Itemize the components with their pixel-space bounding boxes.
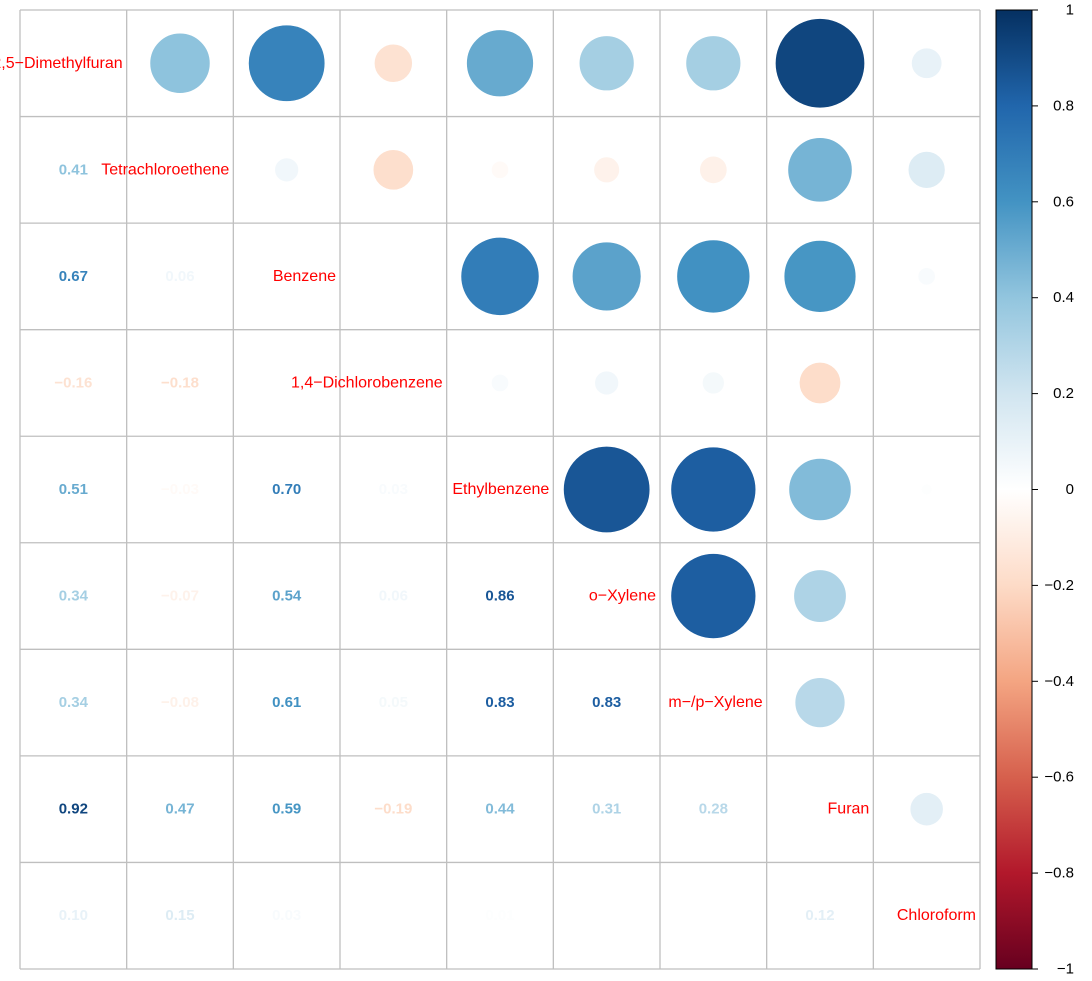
colorbar-tick-label: −1 [1057, 961, 1074, 978]
corr-value-m-p-xylene-benzene: 0.61 [272, 694, 301, 711]
variable-label-furan: Furan [828, 801, 870, 818]
corr-circle-tetrachloroethene-1-4-dichlorobenzene [373, 149, 414, 190]
corr-value-o-xylene-1-4-dichlorobenzene: 0.06 [379, 588, 408, 605]
corr-circle-2-5-dimethylfuran-1-4-dichlorobenzene [374, 44, 413, 83]
corr-value-o-xylene-tetrachloroethene: −0.07 [161, 588, 199, 605]
corr-value-furan-ethylbenzene: 0.44 [485, 801, 515, 818]
corr-circle-ethylbenzene-furan [789, 458, 851, 521]
corr-circle-2-5-dimethylfuran-m-p-xylene [686, 36, 741, 91]
variable-labels: 2,5−Dimethylfuran Tetrachloroethene Benzen… [0, 55, 976, 924]
corr-value-ethylbenzene-1-4-dichlorobenzene: 0.03 [379, 481, 408, 498]
colorbar-tick-label: 1 [1066, 2, 1074, 19]
corr-value-furan-o-xylene: 0.31 [592, 801, 621, 818]
corr-value-chloroform-furan: 0.12 [805, 907, 834, 924]
corr-circle-benzene-chloroform [918, 268, 936, 285]
corr-circle-1-4-dichlorobenzene-o-xylene [595, 371, 619, 395]
colorbar-tick-label: −0.6 [1044, 769, 1074, 786]
variable-label-1-4-dichlorobenzene: 1,4−Dichlorobenzene [291, 374, 443, 391]
variable-label-tetrachloroethene: Tetrachloroethene [101, 161, 229, 178]
corr-value-furan-1-4-dichlorobenzene: −0.19 [374, 801, 412, 818]
corr-circle-2-5-dimethylfuran-furan [775, 18, 865, 108]
corr-value-o-xylene-benzene: 0.54 [272, 588, 302, 605]
corr-circle-1-4-dichlorobenzene-furan [799, 362, 841, 404]
corr-value-chloroform-ethylbenzene: 0.01 [485, 907, 514, 924]
corr-value-chloroform-2-5-dimethylfuran: 0.10 [59, 907, 88, 924]
corr-circle-benzene-ethylbenzene [461, 237, 539, 316]
corr-value-chloroform-benzene: 0.03 [272, 907, 301, 924]
colorbar: 1 0.8 0.6 0.4 0.2 0 −0.2 −0.4 −0.6 −0.8 −1 [995, 2, 1074, 978]
cells: 0.41 0.67 0.06 −0.16 −0.18 0.00 0.51 −0.03 0.70 0… [54, 18, 945, 924]
corr-circle-2-5-dimethylfuran-benzene [248, 25, 325, 102]
corr-circle-tetrachloroethene-chloroform [908, 151, 945, 188]
corr-value-ethylbenzene-2-5-dimethylfuran: 0.51 [59, 481, 88, 498]
variable-label-benzene: Benzene [273, 268, 336, 285]
corr-value-1-4-dichlorobenzene-2-5-dimethylfuran: −0.16 [54, 374, 92, 391]
corr-circle-ethylbenzene-o-xylene [563, 446, 650, 533]
corr-circle-benzene-m-p-xylene [677, 240, 750, 313]
corr-value-furan-tetrachloroethene: 0.47 [165, 801, 194, 818]
corr-circle-tetrachloroethene-benzene [275, 158, 299, 182]
corr-circle-o-xylene-m-p-xylene [671, 553, 756, 639]
corr-circle-furan-chloroform [910, 792, 943, 826]
corr-circle-tetrachloroethene-furan [788, 138, 852, 202]
corr-circle-2-5-dimethylfuran-o-xylene [579, 36, 634, 91]
corr-value-1-4-dichlorobenzene-tetrachloroethene: −0.18 [161, 374, 199, 391]
corr-value-furan-m-p-xylene: 0.28 [699, 801, 728, 818]
colorbar-tick-label: 0.6 [1053, 193, 1074, 210]
corr-value-ethylbenzene-tetrachloroethene: −0.03 [161, 481, 199, 498]
corr-circle-ethylbenzene-chloroform [921, 484, 932, 495]
corr-value-tetrachloroethene-2-5-dimethylfuran: 0.41 [59, 161, 88, 178]
corr-value-benzene-tetrachloroethene: 0.06 [165, 268, 194, 285]
variable-label-m-p-xylene: m−/p−Xylene [668, 694, 762, 711]
corr-value-chloroform-tetrachloroethene: 0.15 [165, 907, 194, 924]
variable-label-o-xylene: o−Xylene [589, 588, 656, 605]
colorbar-tick-label: −0.2 [1044, 577, 1074, 594]
corr-value-furan-benzene: 0.59 [272, 801, 301, 818]
corr-circle-tetrachloroethene-m-p-xylene [699, 156, 727, 184]
corr-circle-o-xylene-furan [794, 570, 846, 622]
corr-value-m-p-xylene-1-4-dichlorobenzene: 0.05 [379, 694, 408, 711]
corr-circle-m-p-xylene-furan [795, 677, 845, 728]
corr-value-chloroform-m-p-xylene: 0.00 [699, 907, 728, 924]
corr-circle-1-4-dichlorobenzene-m-p-xylene [702, 372, 724, 394]
corr-circle-1-4-dichlorobenzene-ethylbenzene [491, 374, 509, 392]
corr-value-furan-2-5-dimethylfuran: 0.92 [59, 801, 88, 818]
colorbar-tick-label: −0.8 [1044, 865, 1074, 882]
corr-circle-tetrachloroethene-ethylbenzene [491, 161, 509, 179]
colorbar-tick-label: 0.2 [1053, 385, 1074, 402]
corr-value-m-p-xylene-tetrachloroethene: −0.08 [161, 694, 199, 711]
colorbar-ticks: 1 0.8 0.6 0.4 0.2 0 −0.2 −0.4 −0.6 −0.8 −1 [1032, 2, 1074, 978]
colorbar-gradient [995, 9, 1033, 970]
corr-value-m-p-xylene-ethylbenzene: 0.83 [485, 694, 514, 711]
variable-label-chloroform: Chloroform [897, 907, 976, 924]
corr-circle-benzene-furan [784, 240, 856, 312]
corr-value-chloroform-1-4-dichlorobenzene: 0.00 [379, 907, 408, 924]
corr-circle-2-5-dimethylfuran-tetrachloroethene [150, 33, 210, 94]
corr-circle-tetrachloroethene-o-xylene [594, 157, 620, 183]
corr-circle-2-5-dimethylfuran-ethylbenzene [466, 30, 534, 97]
colorbar-tick-label: 0 [1066, 481, 1074, 498]
corr-value-ethylbenzene-benzene: 0.70 [272, 481, 301, 498]
colorbar-tick-label: −0.4 [1044, 673, 1074, 690]
corr-circle-benzene-o-xylene [572, 242, 641, 311]
colorbar-tick-label: 0.8 [1053, 97, 1074, 114]
corr-value-m-p-xylene-2-5-dimethylfuran: 0.34 [59, 694, 89, 711]
variable-label-2-5-dimethylfuran: 2,5−Dimethylfuran [0, 55, 123, 72]
corr-value-chloroform-o-xylene: 0.00 [592, 907, 621, 924]
colorbar-tick-label: 0.4 [1053, 289, 1074, 306]
grid [19, 9, 981, 970]
corr-circle-ethylbenzene-m-p-xylene [671, 447, 756, 532]
corr-value-o-xylene-2-5-dimethylfuran: 0.34 [59, 588, 89, 605]
corr-value-1-4-dichlorobenzene-benzene: 0.00 [272, 374, 301, 391]
corr-value-o-xylene-ethylbenzene: 0.86 [485, 588, 514, 605]
corr-value-benzene-2-5-dimethylfuran: 0.67 [59, 268, 88, 285]
corr-value-m-p-xylene-o-xylene: 0.83 [592, 694, 621, 711]
variable-label-ethylbenzene: Ethylbenzene [452, 481, 549, 498]
corr-circle-2-5-dimethylfuran-chloroform [911, 48, 942, 79]
